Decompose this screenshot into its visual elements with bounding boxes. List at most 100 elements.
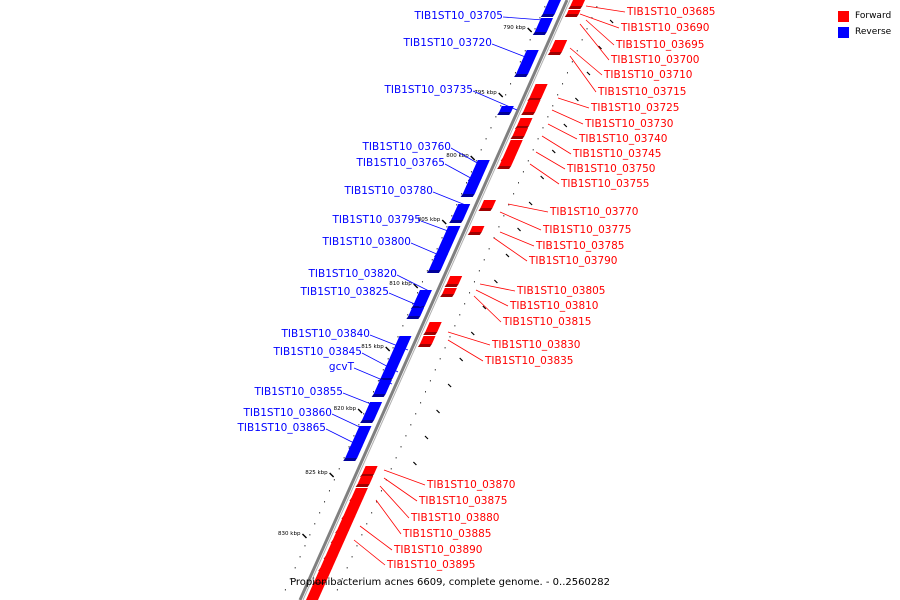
forward-gene-edge (521, 112, 536, 115)
forward-gene-block (332, 530, 350, 540)
forward-gene-label: TIB1ST10_03755 (560, 178, 650, 190)
forward-gene-edge (444, 284, 459, 287)
forward-gene-leader (493, 237, 528, 262)
forward-gene-block (306, 584, 326, 600)
guide-dot-left (289, 578, 291, 580)
guide-dot-right (503, 215, 505, 217)
kbp-tick-label: 795 kbp (474, 90, 497, 96)
guide-dot-left (524, 50, 526, 52)
guide-dot-left (294, 567, 296, 569)
forward-gene-leader (585, 5, 626, 13)
forward-gene-block (480, 200, 496, 208)
reverse-gene-block (412, 290, 432, 306)
guide-dot-left (456, 204, 458, 206)
guide-dot-right (341, 578, 343, 580)
guide-dot-left (500, 105, 502, 107)
guide-dot-right (508, 204, 510, 206)
guide-dot-right (351, 556, 353, 558)
guide-dot-right (425, 391, 427, 393)
guide-dot-left (382, 369, 384, 371)
forward-gene-label: TIB1ST10_03815 (502, 316, 592, 328)
kbp-tick-label: 800 kbp (446, 153, 469, 159)
minor-tick (412, 461, 417, 466)
guide-dot-left (387, 358, 389, 360)
reverse-gene-label: TIB1ST10_03800 (322, 236, 412, 248)
guide-dot-right (581, 39, 583, 41)
forward-gene-block (529, 84, 548, 98)
guide-dot-left (412, 303, 414, 305)
guide-dot-left (397, 336, 399, 338)
reverse-gene-leader (491, 43, 529, 59)
forward-gene-block (337, 516, 356, 530)
forward-gene-block (419, 336, 436, 344)
genome-backbone (298, 0, 569, 600)
guide-dot-right (522, 171, 524, 173)
forward-gene-block (570, 0, 585, 6)
reverse-gene-leader (396, 274, 432, 293)
forward-gene-leader (499, 211, 542, 231)
reverse-gene-block (428, 254, 448, 270)
reverse-gene-label: gcvT (329, 361, 355, 373)
forward-gene-label: TIB1ST10_03700 (610, 54, 700, 66)
forward-gene-leader (479, 283, 516, 292)
forward-gene-label: TIB1ST10_03685 (626, 6, 716, 18)
guide-dot-left (480, 149, 482, 151)
forward-gene-label: TIB1ST10_03775 (542, 224, 632, 236)
forward-gene-label: TIB1ST10_03770 (549, 206, 639, 218)
forward-gene-label: TIB1ST10_03830 (491, 339, 581, 351)
guide-dot-right (547, 116, 549, 118)
guide-dot-left (490, 127, 492, 129)
minor-tick (459, 357, 464, 362)
forward-gene-block (516, 118, 533, 126)
reverse-gene-block (534, 18, 553, 32)
reverse-gene-label: TIB1ST10_03760 (362, 141, 452, 153)
forward-gene-label: TIB1ST10_03805 (516, 285, 606, 297)
kbp-tick-mark (527, 27, 533, 33)
legend-item-forward: Forward (838, 8, 898, 24)
forward-gene-leader (569, 55, 597, 93)
minor-tick (470, 331, 475, 336)
forward-gene-leader (379, 485, 410, 519)
minor-tick (517, 227, 521, 232)
reverse-gene-label: TIB1ST10_03840 (281, 328, 371, 340)
guide-dot-right (361, 534, 363, 536)
forward-gene-label: TIB1ST10_03885 (402, 528, 492, 540)
forward-gene-label: TIB1ST10_03715 (597, 86, 687, 98)
guide-dot-right (591, 17, 593, 19)
guide-dot-left (402, 325, 404, 327)
guide-dot-left (446, 226, 448, 228)
guide-dot-left (510, 83, 512, 85)
guide-dot-right (473, 281, 475, 283)
reverse-gene-edge (532, 32, 547, 35)
guide-dot-left (353, 435, 355, 437)
reverse-gene-edge (449, 220, 464, 223)
guide-dot-right (410, 424, 412, 426)
minor-tick (424, 435, 429, 440)
guide-dot-right (562, 83, 564, 85)
guide-dot-left (519, 61, 521, 63)
reverse-gene-edge (514, 74, 529, 77)
kbp-tick-label: 825 kbp (305, 470, 328, 476)
guide-dot-left (475, 160, 477, 162)
guide-dot-left (304, 545, 306, 547)
forward-gene-leader (579, 23, 610, 61)
forward-gene-label: TIB1ST10_03740 (578, 133, 668, 145)
guide-dot-left (466, 182, 468, 184)
forward-gene-edge (510, 136, 525, 139)
guide-dot-right (464, 303, 466, 305)
legend-item-reverse: Reverse (838, 24, 898, 40)
forward-gene-block (549, 48, 564, 52)
reverse-gene-label: TIB1ST10_03855 (254, 386, 344, 398)
reverse-gene-edge (343, 458, 358, 461)
minor-tick (540, 175, 545, 180)
guide-dot-right (449, 336, 451, 338)
forward-gene-leader (507, 203, 549, 213)
reverse-gene-block (542, 0, 561, 14)
forward-gene-edge (547, 52, 562, 55)
forward-gene-leader (547, 123, 578, 140)
forward-gene-edge (478, 208, 493, 211)
guide-dot-left (319, 512, 321, 514)
reverse-gene-leader (502, 16, 544, 21)
guide-dot-left (470, 171, 472, 173)
